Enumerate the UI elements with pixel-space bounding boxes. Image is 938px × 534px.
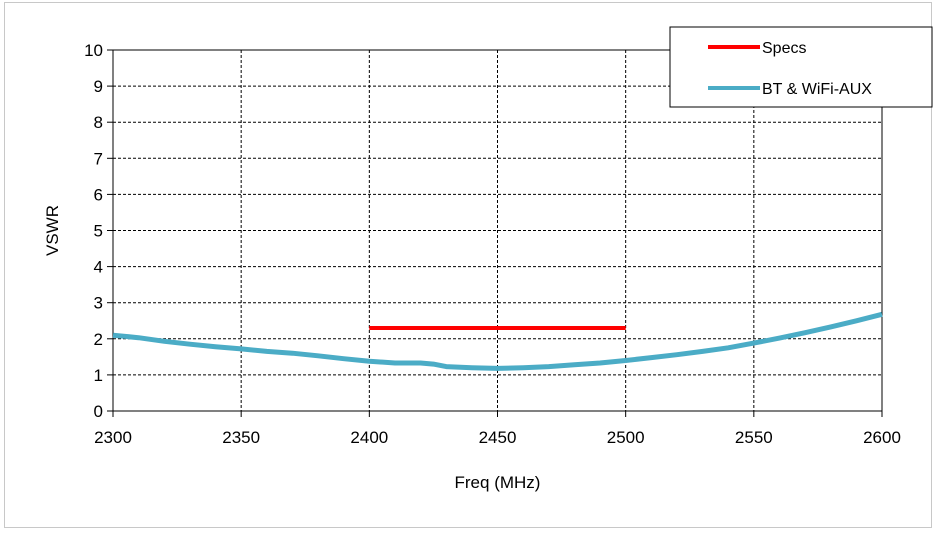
x-tick-label: 2450 — [479, 428, 517, 447]
x-tick-label: 2600 — [863, 428, 901, 447]
y-tick-label: 2 — [94, 330, 103, 349]
y-tick-label: 4 — [94, 258, 103, 277]
y-tick-label: 8 — [94, 113, 103, 132]
y-tick-label: 6 — [94, 185, 103, 204]
x-tick-label: 2350 — [222, 428, 260, 447]
x-tick-label: 2550 — [735, 428, 773, 447]
y-tick-label: 1 — [94, 366, 103, 385]
legend: Specs BT & WiFi-AUX — [669, 26, 933, 108]
series-group — [112, 311, 883, 371]
x-tick-label: 2300 — [94, 428, 132, 447]
series-line-bt-wifi-aux — [112, 311, 883, 371]
y-tick-label: 7 — [94, 149, 103, 168]
y-tick-label: 3 — [94, 294, 103, 313]
y-tick-label: 10 — [84, 41, 103, 60]
x-axis-title: Freq (MHz) — [455, 473, 541, 492]
y-tick-label: 5 — [94, 222, 103, 241]
legend-label-specs: Specs — [762, 40, 806, 57]
y-tick-label: 0 — [94, 402, 103, 421]
x-axis-ticks: 2300 2350 2400 2450 2500 2550 2600 — [94, 411, 901, 447]
y-tick-label: 9 — [94, 77, 103, 96]
x-tick-label: 2400 — [350, 428, 388, 447]
grid-lines — [113, 50, 882, 411]
y-axis-title: VSWR — [43, 205, 62, 256]
legend-label-bt-wifi-aux: BT & WiFi-AUX — [762, 81, 872, 98]
legend-box — [669, 26, 933, 108]
y-axis-ticks: 0 1 2 3 4 5 6 7 8 9 10 — [84, 41, 113, 421]
x-tick-label: 2500 — [607, 428, 645, 447]
